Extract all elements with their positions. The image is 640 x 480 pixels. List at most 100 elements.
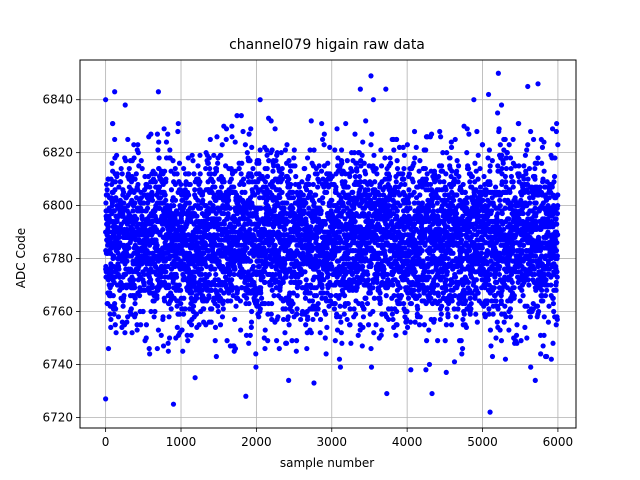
data-point bbox=[334, 126, 340, 132]
data-point bbox=[338, 195, 344, 201]
data-point bbox=[391, 147, 397, 153]
data-point bbox=[207, 165, 213, 172]
data-point bbox=[135, 181, 141, 188]
data-point bbox=[182, 306, 188, 312]
data-point bbox=[445, 314, 451, 320]
data-point bbox=[378, 147, 384, 153]
data-point bbox=[271, 293, 277, 299]
data-point bbox=[354, 168, 360, 174]
data-point bbox=[475, 290, 481, 296]
data-point bbox=[118, 165, 124, 172]
data-point bbox=[218, 152, 224, 158]
data-point bbox=[109, 200, 116, 206]
data-point bbox=[166, 335, 173, 341]
data-point bbox=[192, 187, 198, 193]
data-point bbox=[203, 165, 209, 172]
data-point bbox=[297, 279, 303, 285]
data-point bbox=[201, 306, 207, 312]
data-point bbox=[393, 179, 399, 185]
data-point bbox=[298, 316, 304, 323]
data-point bbox=[443, 171, 449, 177]
data-point bbox=[122, 330, 128, 336]
data-point bbox=[415, 306, 421, 312]
data-point bbox=[196, 322, 202, 328]
data-point bbox=[168, 187, 175, 193]
data-point bbox=[454, 158, 460, 164]
data-point bbox=[120, 303, 126, 309]
data-point bbox=[351, 306, 357, 312]
data-point bbox=[368, 261, 374, 267]
data-point bbox=[258, 295, 265, 301]
data-point bbox=[247, 158, 253, 164]
data-point bbox=[104, 181, 110, 188]
data-point bbox=[386, 173, 393, 180]
data-point bbox=[161, 298, 168, 304]
data-point bbox=[211, 152, 217, 158]
data-point bbox=[317, 316, 324, 323]
data-point bbox=[269, 287, 275, 293]
data-point bbox=[438, 311, 444, 317]
data-point bbox=[256, 314, 262, 320]
data-point bbox=[398, 293, 405, 299]
data-point bbox=[269, 263, 275, 270]
data-point bbox=[307, 147, 313, 153]
data-point bbox=[177, 311, 183, 317]
data-point bbox=[109, 160, 115, 166]
data-point bbox=[314, 171, 320, 177]
data-point bbox=[358, 179, 364, 185]
data-point bbox=[466, 131, 472, 137]
data-point bbox=[260, 274, 266, 280]
data-point bbox=[358, 184, 364, 190]
data-point bbox=[359, 152, 365, 158]
data-point bbox=[121, 200, 127, 206]
data-point bbox=[166, 282, 172, 288]
data-point bbox=[290, 189, 296, 195]
data-point bbox=[157, 205, 163, 211]
data-point bbox=[318, 208, 324, 214]
data-point bbox=[249, 144, 255, 150]
data-point bbox=[244, 150, 250, 156]
data-point bbox=[293, 338, 300, 344]
data-point bbox=[475, 152, 481, 158]
data-point bbox=[249, 173, 255, 180]
data-point bbox=[337, 303, 343, 309]
data-point bbox=[244, 295, 250, 301]
data-point bbox=[212, 266, 218, 272]
data-point bbox=[246, 340, 252, 346]
data-point bbox=[468, 306, 474, 312]
data-point bbox=[148, 131, 154, 137]
data-point bbox=[319, 120, 325, 127]
data-point bbox=[180, 311, 187, 317]
data-point bbox=[149, 197, 156, 203]
data-point bbox=[286, 322, 292, 328]
data-point bbox=[107, 311, 113, 317]
data-point bbox=[367, 290, 373, 296]
data-point bbox=[430, 208, 437, 214]
data-point bbox=[438, 134, 444, 140]
data-point bbox=[219, 314, 226, 320]
data-point bbox=[279, 189, 285, 195]
data-point bbox=[232, 139, 238, 145]
data-point bbox=[437, 128, 443, 135]
data-point bbox=[348, 340, 354, 346]
data-point bbox=[383, 86, 389, 92]
data-point bbox=[443, 322, 450, 328]
data-point bbox=[129, 330, 135, 336]
data-point bbox=[288, 181, 294, 188]
data-point bbox=[143, 322, 150, 328]
data-point bbox=[404, 142, 410, 148]
data-point bbox=[297, 226, 303, 233]
data-point bbox=[133, 171, 139, 177]
data-point bbox=[136, 293, 143, 299]
data-point bbox=[138, 158, 144, 164]
data-point bbox=[172, 165, 178, 172]
data-point bbox=[307, 189, 314, 195]
data-point bbox=[131, 155, 137, 161]
data-point bbox=[125, 314, 131, 320]
data-point bbox=[402, 181, 408, 188]
data-point bbox=[469, 173, 475, 180]
data-point bbox=[303, 200, 309, 206]
data-point bbox=[221, 221, 227, 227]
data-point bbox=[355, 332, 361, 338]
